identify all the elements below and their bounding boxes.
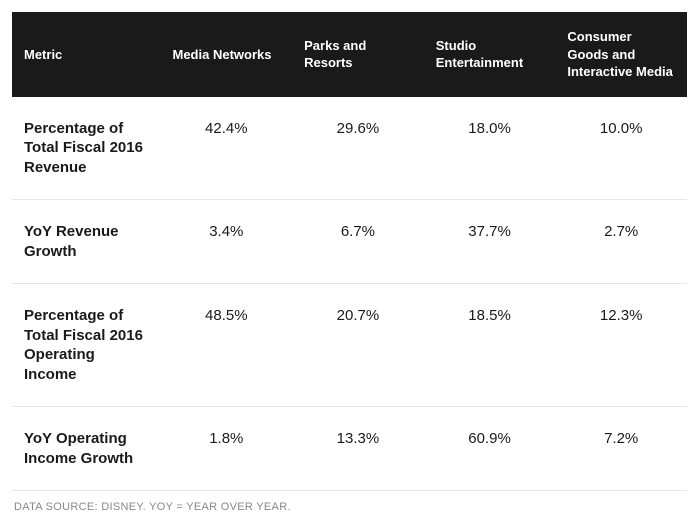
cell-value: 3.4% <box>161 200 293 284</box>
metric-label: YoY Revenue Growth <box>12 200 161 284</box>
cell-value: 1.8% <box>161 407 293 491</box>
col-consumer: Consumer Goods and Interactive Media <box>555 12 687 97</box>
cell-value: 60.9% <box>424 407 556 491</box>
cell-value: 12.3% <box>555 284 687 407</box>
cell-value: 29.6% <box>292 97 424 200</box>
footnote: DATA SOURCE: DISNEY. YOY = YEAR OVER YEA… <box>12 491 687 513</box>
table-row: YoY Revenue Growth 3.4% 6.7% 37.7% 2.7% <box>12 200 687 284</box>
cell-value: 18.5% <box>424 284 556 407</box>
cell-value: 37.7% <box>424 200 556 284</box>
cell-value: 18.0% <box>424 97 556 200</box>
table-row: YoY Operating Income Growth 1.8% 13.3% 6… <box>12 407 687 491</box>
table-header: Metric Media Networks Parks and Resorts … <box>12 12 687 97</box>
cell-value: 20.7% <box>292 284 424 407</box>
cell-value: 42.4% <box>161 97 293 200</box>
financial-table: Metric Media Networks Parks and Resorts … <box>12 12 687 491</box>
metric-label: YoY Operating Income Growth <box>12 407 161 491</box>
col-parks: Parks and Resorts <box>292 12 424 97</box>
table-row: Percentage of Total Fiscal 2016 Operatin… <box>12 284 687 407</box>
cell-value: 2.7% <box>555 200 687 284</box>
cell-value: 13.3% <box>292 407 424 491</box>
cell-value: 6.7% <box>292 200 424 284</box>
table-row: Percentage of Total Fiscal 2016 Revenue … <box>12 97 687 200</box>
col-studio: Studio Entertainment <box>424 12 556 97</box>
table-body: Percentage of Total Fiscal 2016 Revenue … <box>12 97 687 491</box>
cell-value: 48.5% <box>161 284 293 407</box>
metric-label: Percentage of Total Fiscal 2016 Operatin… <box>12 284 161 407</box>
metric-label: Percentage of Total Fiscal 2016 Revenue <box>12 97 161 200</box>
cell-value: 10.0% <box>555 97 687 200</box>
col-metric: Metric <box>12 12 161 97</box>
cell-value: 7.2% <box>555 407 687 491</box>
col-media: Media Networks <box>161 12 293 97</box>
